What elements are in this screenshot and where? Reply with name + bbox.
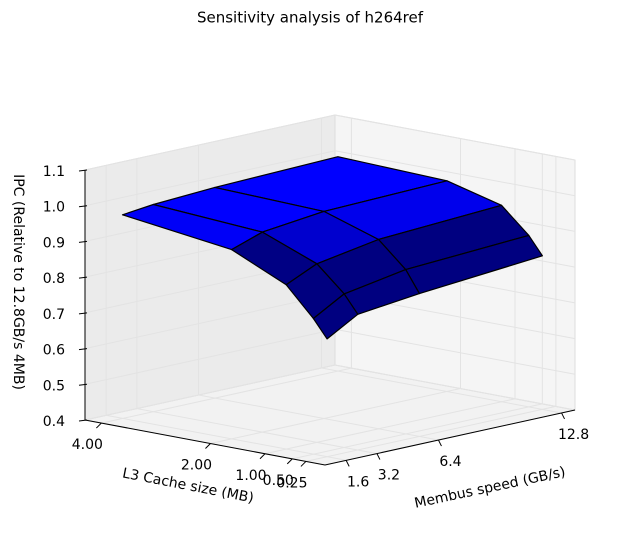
surface-facet <box>312 293 359 340</box>
z-tick-label: 1.0 <box>43 200 65 216</box>
z-tick-label: 0.5 <box>43 378 65 394</box>
grid-line <box>84 150 576 207</box>
y-tick-label: 1.00 <box>235 468 266 484</box>
z-tick <box>78 169 88 172</box>
x-axis-label: Membus speed (GB/s) <box>413 464 567 512</box>
y-tick-label: 0.50 <box>263 473 294 489</box>
grid-line <box>136 158 377 455</box>
chart-title: Sensitivity analysis of h264ref <box>197 9 424 27</box>
z-tick <box>78 276 88 279</box>
y-tick <box>286 458 293 465</box>
z-tick <box>78 205 88 208</box>
grid-line <box>84 114 576 171</box>
grid-line <box>292 153 543 460</box>
x-tick <box>438 439 442 447</box>
z-tick-label: 0.6 <box>43 343 65 359</box>
x-tick-label: 1.6 <box>347 474 369 490</box>
z-tick <box>78 348 88 351</box>
z-tick <box>78 240 88 243</box>
z-tick <box>78 383 88 386</box>
z-tick-label: 0.8 <box>43 271 65 287</box>
x-tick <box>561 412 565 420</box>
x-tick <box>376 453 381 460</box>
grid-line <box>84 364 576 421</box>
z-tick-label: 0.9 <box>43 235 65 251</box>
x-tick-label: 12.8 <box>558 427 589 443</box>
z-tick-label: 0.7 <box>43 307 65 323</box>
x-tick-label: 6.4 <box>439 454 461 470</box>
y-tick-label: 0.25 <box>276 475 307 491</box>
grid-line <box>305 156 557 462</box>
y-tick <box>205 443 211 449</box>
grid-line <box>105 165 347 461</box>
x-tick-label: 3.2 <box>378 468 400 484</box>
x-tick <box>345 460 350 467</box>
z-tick <box>78 312 88 315</box>
z-axis-label: IPC (Relative to 12.8GB/s 4MB) <box>10 174 26 390</box>
y-tick-label: 4.00 <box>72 437 103 453</box>
z-tick-label: 1.1 <box>43 164 65 180</box>
z-tick-label: 0.4 <box>43 414 65 430</box>
axis-line <box>84 409 576 466</box>
y-tick <box>259 453 266 460</box>
y-tick-label: 2.00 <box>181 458 212 474</box>
y-tick <box>96 422 102 429</box>
y-tick <box>300 461 307 467</box>
